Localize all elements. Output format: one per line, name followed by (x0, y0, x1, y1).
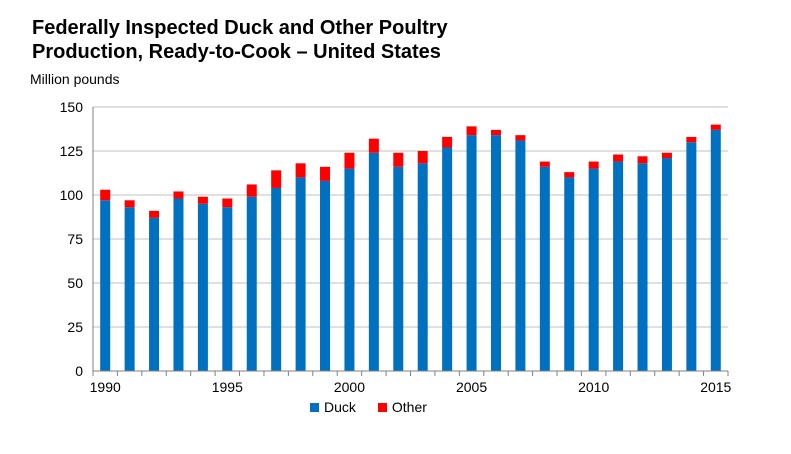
chart-title-line-1: Federally Inspected Duck and Other Poult… (32, 17, 448, 39)
y-tick-label-125: 125 (60, 143, 84, 159)
bar-other-2014 (686, 136, 697, 143)
chart-title: Federally Inspected Duck and Other Poult… (32, 16, 448, 64)
bar-duck-2012 (637, 163, 648, 371)
bar-duck-1994 (197, 203, 208, 371)
bar-other-1992 (149, 210, 160, 218)
bar-other-1994 (197, 196, 208, 204)
bar-other-1998 (295, 163, 306, 178)
bar-duck-1999 (320, 180, 331, 371)
bar-other-2002 (393, 152, 404, 167)
legend-swatch-duck (310, 402, 319, 412)
bar-other-1997 (271, 170, 282, 188)
bar-duck-2007 (515, 140, 526, 371)
bar-duck-1993 (173, 198, 184, 371)
bar-duck-2004 (442, 147, 453, 371)
bar-other-2009 (564, 172, 575, 178)
bar-other-2004 (442, 136, 453, 148)
bar-other-2003 (417, 151, 428, 164)
bar-duck-2010 (588, 168, 599, 371)
legend: Duck Other (310, 399, 449, 415)
bar-other-2010 (588, 161, 599, 169)
legend-item-duck: Duck (310, 399, 356, 415)
bar-duck-2008 (539, 166, 550, 371)
bar-duck-1990 (100, 200, 111, 371)
y-tick-label-25: 25 (67, 319, 83, 335)
legend-item-other: Other (377, 399, 427, 415)
y-axis-label: Million pounds (30, 71, 120, 87)
bar-duck-2014 (686, 142, 697, 371)
bar-other-2008 (539, 161, 550, 167)
y-tick-label-150: 150 (60, 99, 84, 115)
bar-other-2013 (661, 152, 672, 159)
bar-duck-2002 (393, 166, 404, 371)
y-tick-label-75: 75 (67, 231, 83, 247)
bar-duck-1992 (149, 217, 160, 371)
x-tick-label-2005: 2005 (456, 379, 487, 395)
bar-duck-2001 (368, 152, 379, 371)
legend-label-other: Other (391, 399, 427, 415)
bar-other-2015 (710, 124, 721, 130)
bar-other-2012 (637, 156, 648, 164)
bar-other-2006 (490, 129, 501, 136)
bar-other-1999 (320, 166, 331, 181)
bar-duck-1991 (124, 207, 135, 371)
bar-duck-2013 (661, 158, 672, 371)
bar-other-2007 (515, 135, 526, 141)
bar-other-1995 (222, 198, 233, 208)
bar-other-1996 (246, 184, 257, 197)
bar-duck-2009 (564, 177, 575, 371)
bar-other-1991 (124, 200, 135, 208)
legend-swatch-other (377, 402, 387, 412)
bar-duck-2006 (490, 135, 501, 371)
x-tick-label-1995: 1995 (212, 379, 243, 395)
bar-duck-2011 (613, 161, 624, 371)
y-tick-label-50: 50 (67, 275, 83, 291)
bar-duck-1997 (271, 187, 282, 371)
x-tick-label-2010: 2010 (578, 379, 609, 395)
bar-other-2005 (466, 126, 477, 136)
bar-duck-1996 (246, 196, 257, 371)
bar-duck-1998 (295, 177, 306, 371)
bar-other-2000 (344, 152, 355, 169)
bar-other-2001 (368, 138, 379, 153)
x-tick-label-2000: 2000 (334, 379, 365, 395)
bar-other-2011 (613, 154, 624, 162)
x-tick-label-1990: 1990 (90, 379, 121, 395)
x-tick-label-2015: 2015 (700, 379, 731, 395)
bar-other-1993 (173, 191, 184, 199)
bar-duck-2003 (417, 163, 428, 371)
bar-duck-2000 (344, 168, 355, 371)
bar-duck-1995 (222, 207, 233, 371)
y-tick-label-0: 0 (75, 363, 83, 379)
bar-other-1990 (100, 189, 111, 201)
legend-label-duck: Duck (324, 399, 356, 415)
y-tick-label-100: 100 (60, 187, 84, 203)
bar-duck-2015 (710, 129, 721, 371)
bar-duck-2005 (466, 135, 477, 371)
chart-title-line-2: Production, Ready-to-Cook – United State… (32, 41, 441, 63)
